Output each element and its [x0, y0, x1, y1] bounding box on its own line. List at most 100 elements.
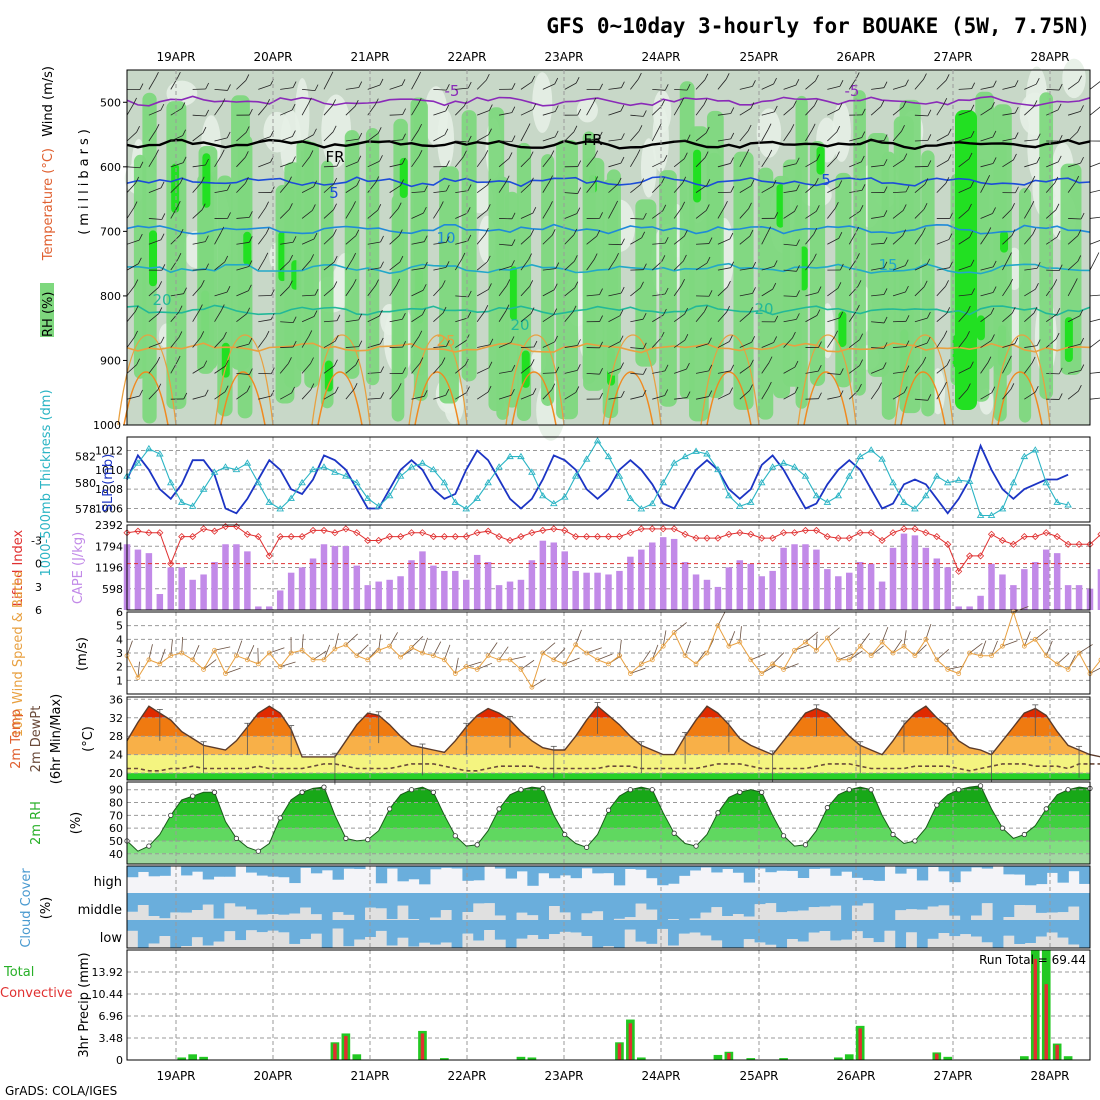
wind-barb-feather	[946, 359, 951, 366]
wind-barb-feather	[812, 253, 817, 260]
cloud-bar	[678, 866, 691, 876]
li-marker	[440, 533, 448, 541]
wind-barb	[651, 183, 662, 193]
wind10-tick: 3	[116, 647, 123, 660]
cloud-bar	[213, 866, 225, 877]
li-marker	[692, 534, 700, 542]
wind-barb-feather	[750, 359, 754, 366]
thickness-marker	[987, 511, 996, 518]
wind-barb-feather	[949, 261, 953, 268]
wind-barb-feather	[726, 305, 730, 313]
cloud-clear	[516, 912, 528, 920]
wind-barb-feather	[134, 330, 138, 338]
wind-barb	[783, 295, 797, 297]
thickness-marker	[593, 437, 602, 444]
li-marker	[878, 536, 886, 545]
temp-contour-30	[414, 371, 460, 426]
wind-barb	[279, 286, 290, 297]
wind-barb	[345, 364, 357, 374]
cloud-bar	[1057, 866, 1069, 883]
wind-barb-feather	[577, 160, 582, 167]
wind-barb-feather	[905, 315, 910, 322]
wind-barb-feather	[511, 239, 516, 246]
wind10-marker	[879, 639, 885, 645]
panel-frame	[126, 781, 1091, 865]
cape-bar	[266, 606, 273, 610]
cloud-clear	[895, 910, 907, 920]
wind-barb	[564, 192, 578, 194]
wind-barb-feather	[221, 98, 226, 105]
cloud-bar	[1046, 893, 1059, 913]
wind10-barb	[247, 645, 255, 660]
wind-barb-feather	[577, 187, 582, 194]
wind-barb-feather	[178, 305, 183, 312]
temp-band	[127, 717, 1090, 737]
wind-barb	[695, 157, 706, 168]
cloud-clear	[332, 912, 344, 920]
wind-barb-feather	[838, 180, 843, 187]
wind-barb	[1067, 131, 1078, 142]
cloud-clear	[1057, 912, 1069, 920]
wind-barb	[630, 237, 642, 245]
cloud-clear	[548, 906, 561, 920]
wind-barb	[520, 364, 532, 374]
cloud-bar	[343, 893, 355, 915]
wind-barb-feather	[379, 155, 383, 162]
cape-bar	[255, 606, 262, 610]
contour-label: 5	[821, 171, 831, 189]
cloud-bar	[505, 920, 518, 948]
cloud-clear	[960, 934, 972, 948]
cape-bar	[813, 549, 820, 610]
thickness-marker	[582, 455, 591, 462]
wind-barb-feather	[1077, 229, 1082, 236]
thickness-marker	[539, 491, 547, 499]
wind-barb	[717, 113, 731, 116]
wind-barb-feather	[924, 178, 929, 185]
thickness-marker	[407, 463, 416, 470]
wind-barb-feather	[1011, 203, 1015, 210]
wind-barb-feather	[599, 212, 603, 219]
wind10-barb	[903, 630, 907, 647]
cloud-clear	[408, 946, 420, 948]
wind-barb	[345, 346, 359, 348]
li-marker	[386, 533, 394, 541]
wind-barb-feather	[945, 74, 950, 81]
wind-barb	[761, 266, 775, 271]
cloud-clear	[819, 931, 831, 948]
wind-barb	[1002, 138, 1016, 142]
cloud-bar	[343, 866, 355, 869]
wind-barb	[892, 291, 906, 297]
cloud-bar	[851, 893, 864, 906]
wind-barb	[1024, 391, 1036, 400]
wind-barb	[367, 104, 376, 116]
wind-barb	[805, 315, 818, 323]
wind-barb	[695, 370, 709, 374]
wind-barb	[148, 313, 160, 323]
wind-barb-feather	[205, 263, 210, 270]
wind-barb	[126, 285, 136, 297]
wind-barb-feather	[200, 331, 205, 338]
wind-barb	[871, 87, 885, 90]
cape-bar	[780, 547, 787, 610]
wind-barb-feather	[178, 331, 183, 338]
rh-saturated-patch	[221, 342, 230, 378]
wind-barb-feather	[971, 82, 976, 89]
cloud-clear	[797, 910, 810, 920]
li-marker	[145, 529, 153, 537]
wind-barb-feather	[795, 157, 800, 164]
wind-barb-feather	[1073, 278, 1078, 285]
cloud-bar	[657, 893, 669, 920]
wind10-barb	[575, 629, 582, 645]
rh-moist-column	[1018, 187, 1032, 423]
wind-barb	[1024, 312, 1035, 323]
wind-barb-feather	[859, 359, 863, 366]
wind-barb	[280, 392, 292, 400]
cape-tick: 2392	[95, 519, 123, 532]
wind-barb-feather	[377, 127, 382, 134]
wind-barb-feather	[488, 361, 493, 368]
wind-barb	[980, 86, 994, 90]
wind-barb-feather	[704, 151, 709, 158]
cloud-clear	[970, 936, 983, 948]
cape-bar	[922, 547, 930, 610]
